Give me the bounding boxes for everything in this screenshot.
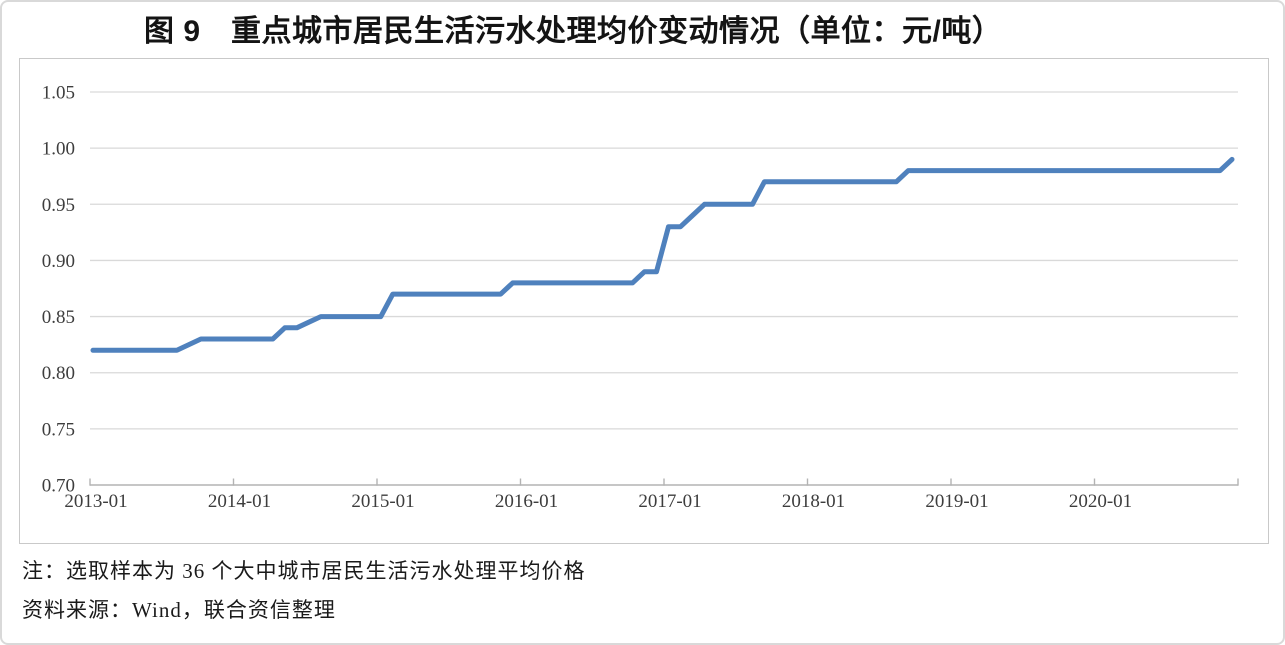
y-axis-tick-label: 0.90 (42, 251, 75, 272)
y-axis-tick-label: 1.00 (42, 139, 75, 160)
y-axis-tick-label: 0.75 (42, 419, 75, 440)
x-axis-tick-label: 2013-01 (64, 491, 127, 512)
x-axis-tick-label: 2018-01 (782, 491, 845, 512)
y-axis-tick-label: 0.80 (42, 363, 75, 384)
figure-source: 资料来源：Wind，联合资信整理 (22, 598, 336, 622)
y-axis-tick-label: 0.95 (42, 195, 75, 216)
x-axis-tick-label: 2015-01 (351, 491, 414, 512)
x-axis-tick-label: 2014-01 (208, 491, 271, 512)
x-axis-tick-label: 2019-01 (925, 491, 988, 512)
figure-note: 注：选取样本为 36 个大中城市居民生活污水处理平均价格 (22, 559, 586, 583)
x-axis-tick-label: 2017-01 (638, 491, 701, 512)
x-axis-tick-label: 2016-01 (495, 491, 558, 512)
y-axis-tick-label: 0.85 (42, 307, 75, 328)
chart-container: 1.05 1.00 0.95 0.90 0.85 0.80 0.75 0.70 2013-01 2… (19, 58, 1269, 544)
price-line (90, 156, 1235, 353)
y-axis-tick-label: 1.05 (42, 83, 75, 104)
x-axis-tick-label: 2020-01 (1069, 491, 1132, 512)
figure-title: 图 9 重点城市居民生活污水处理均价变动情况（单位：元/吨） (144, 15, 1003, 48)
y-axis-tick-label: 0.70 (42, 476, 75, 497)
